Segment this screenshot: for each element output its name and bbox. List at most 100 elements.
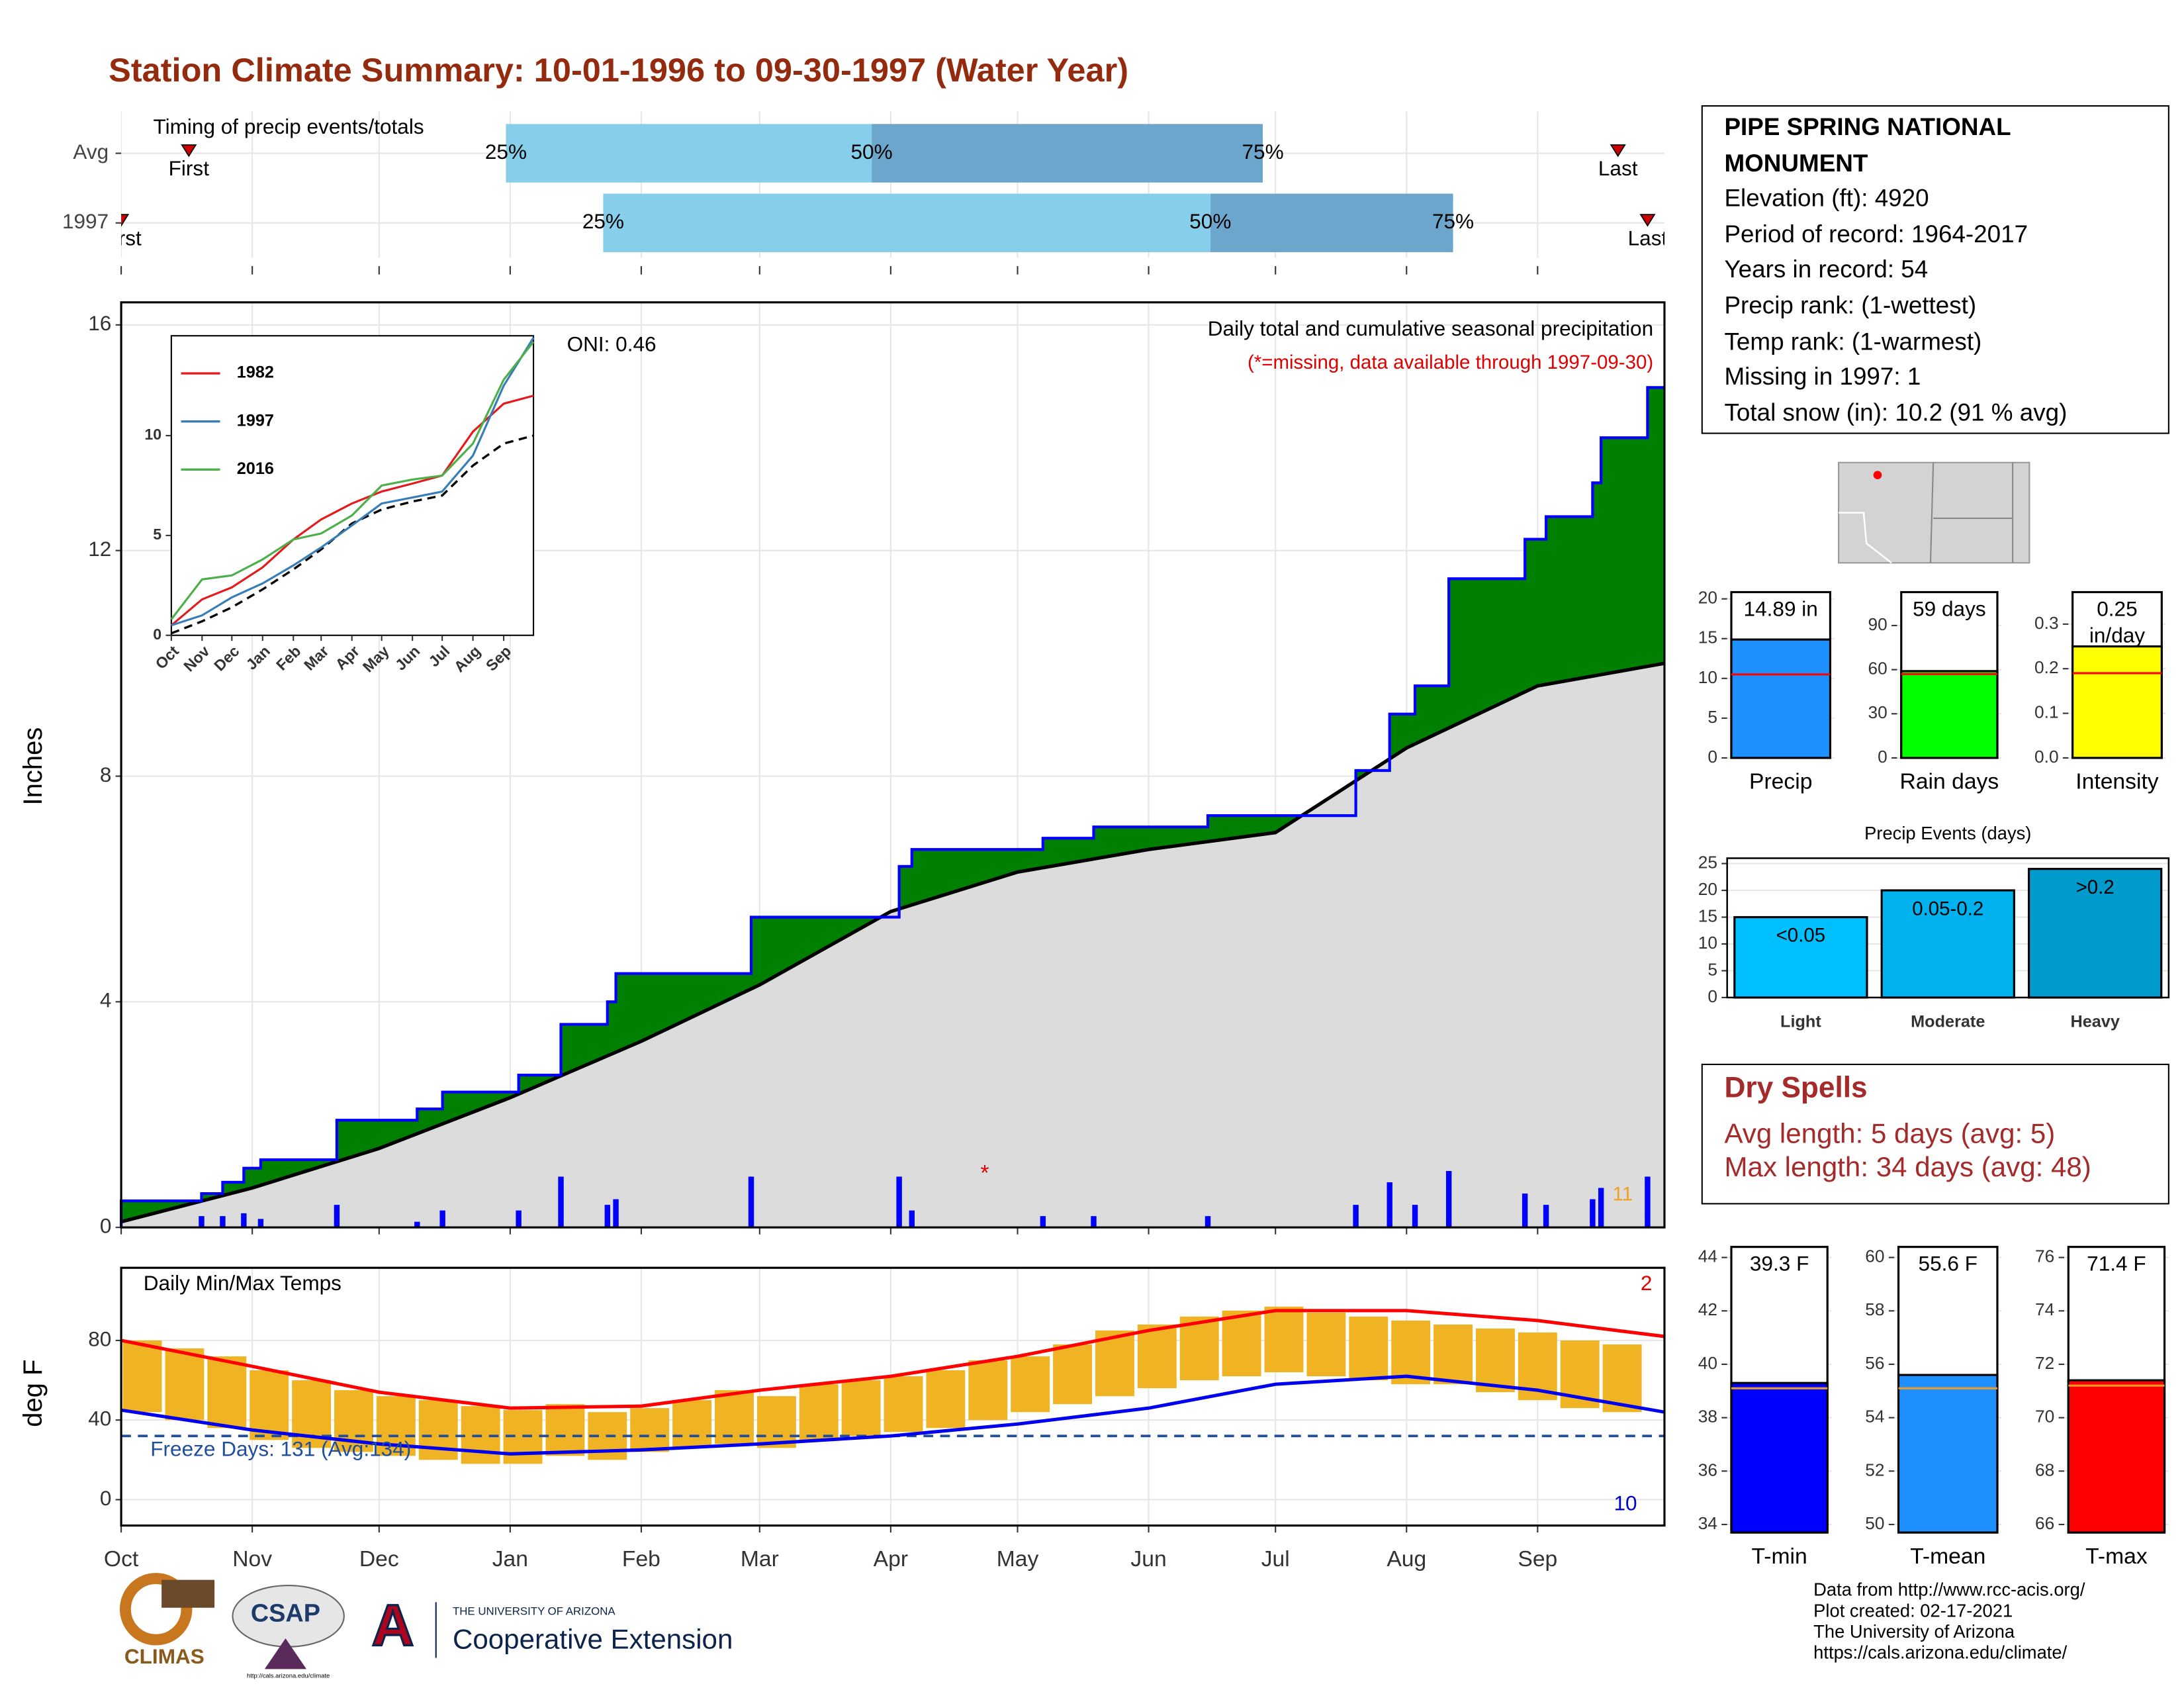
y-tick-label: 0 bbox=[1707, 986, 1717, 1006]
annotation: ONI: 0.46 bbox=[567, 332, 657, 355]
daily-bar bbox=[896, 1176, 902, 1228]
y-tick-label: 74 bbox=[2035, 1299, 2054, 1319]
quartile-label: 50% bbox=[851, 140, 893, 164]
y-tick-label: 25 bbox=[1698, 853, 1717, 872]
y-tick-label: 34 bbox=[1698, 1513, 1717, 1533]
csap-url: http://cals.arizona.edu/climate bbox=[247, 1672, 330, 1679]
quartile-label: 75% bbox=[1242, 140, 1283, 164]
temp-bar bbox=[1053, 1344, 1093, 1405]
legend-label: 2016 bbox=[237, 459, 274, 478]
timing-label: First bbox=[169, 156, 210, 180]
y-tick-label: 0.2 bbox=[2034, 657, 2059, 677]
value-label-box: 55.6 F bbox=[1919, 1252, 1978, 1276]
logos: CLIMAS CSAP http://cals.arizona.edu/clim… bbox=[119, 1573, 733, 1679]
y-tick-label: 20 bbox=[1698, 879, 1717, 899]
row-label: 1997 bbox=[62, 209, 109, 233]
bar bbox=[2067, 1379, 2166, 1534]
value-label: 14.89 in bbox=[1743, 597, 1818, 622]
y-tick-label: 40 bbox=[88, 1407, 111, 1430]
quartile-label: 75% bbox=[1432, 209, 1474, 233]
series-line bbox=[170, 395, 534, 626]
y-tick-label: 0.3 bbox=[2034, 613, 2059, 633]
csap-text: CSAP bbox=[251, 1599, 320, 1627]
value-label-box: 39.3 F bbox=[1750, 1252, 1809, 1276]
station-name: PIPE SPRING NATIONAL MONUMENT bbox=[1724, 113, 2011, 177]
y-tick-label: 10 bbox=[144, 426, 161, 443]
timing-panel: 25% 50% 75% First Last 25% 50% 75% First Last Timi… bbox=[121, 111, 1664, 258]
y-tick-label: 52 bbox=[1865, 1460, 1884, 1479]
bar bbox=[2071, 645, 2163, 759]
y-tick-label: 40 bbox=[1698, 1353, 1717, 1373]
y-axis-label: Inches bbox=[19, 727, 48, 806]
daily-bar bbox=[1091, 1216, 1097, 1228]
average-line bbox=[120, 1309, 1665, 1410]
temp-bar bbox=[1391, 1320, 1431, 1385]
daily-bar bbox=[220, 1216, 226, 1228]
temp-bar bbox=[799, 1384, 839, 1440]
daily-bar bbox=[1543, 1205, 1549, 1228]
quartile-label: 25% bbox=[485, 140, 527, 164]
chart-title: Precip Events (days) bbox=[1864, 823, 2031, 843]
x-tick-label: Jul bbox=[1261, 1547, 1290, 1571]
inset-bg bbox=[170, 335, 535, 636]
daily-bar bbox=[334, 1205, 340, 1228]
temp-bar bbox=[207, 1356, 247, 1429]
y-tick-label: 0 bbox=[153, 626, 161, 643]
temp-bar bbox=[841, 1380, 881, 1436]
timing-marker bbox=[1610, 144, 1626, 158]
panel-frame bbox=[120, 301, 1666, 1229]
y-tick-label: 42 bbox=[1698, 1299, 1717, 1319]
quartile-bar bbox=[506, 124, 872, 183]
bar bbox=[1733, 915, 1868, 999]
y-tick-label: 0.1 bbox=[2034, 702, 2059, 722]
x-tick-label: Mar bbox=[741, 1547, 779, 1571]
daily-bar bbox=[909, 1210, 915, 1228]
footer-line: Plot created: 02-17-2021 bbox=[1813, 1600, 2013, 1620]
timing-marker bbox=[121, 214, 130, 227]
y-tick-label: 68 bbox=[2035, 1460, 2054, 1479]
dry-spells-title: Dry Spells bbox=[1724, 1072, 1867, 1104]
value-label: >0.2 bbox=[2076, 876, 2115, 898]
x-tick-label: Nov bbox=[232, 1547, 272, 1571]
y-tick-label: 80 bbox=[88, 1327, 111, 1350]
panel-frame bbox=[1726, 857, 2170, 999]
ua-letter: A bbox=[372, 1593, 414, 1658]
x-tick-label: Aug bbox=[1387, 1547, 1426, 1571]
bar bbox=[1730, 638, 1832, 759]
x-tick-label: Jan bbox=[492, 1547, 528, 1571]
dry-spells-box bbox=[1701, 1063, 2169, 1205]
y-tick-label: 90 bbox=[1868, 614, 1887, 634]
panel-title: Timing of precip events/totals bbox=[154, 115, 424, 138]
y-tick-label: 0 bbox=[1878, 747, 1888, 767]
temp-bar bbox=[926, 1370, 966, 1429]
y-tick-label: 56 bbox=[1865, 1353, 1884, 1373]
y-tick-label: 38 bbox=[1698, 1407, 1717, 1427]
dry-spells-line: Max length: 34 days (avg: 48) bbox=[1724, 1151, 2091, 1182]
daily-bar bbox=[1598, 1188, 1604, 1228]
observed-line bbox=[119, 386, 1664, 1228]
annotation: 10 bbox=[1614, 1491, 1637, 1515]
y-tick-label: 0.0 bbox=[2034, 747, 2059, 767]
climas-text: CLIMAS bbox=[124, 1644, 205, 1668]
footer-line: The University of Arizona bbox=[1813, 1621, 2015, 1642]
daily-bar bbox=[1205, 1216, 1211, 1228]
x-tick-label: Dec bbox=[359, 1547, 399, 1571]
y-tick-label: 60 bbox=[1865, 1246, 1884, 1266]
page-title: Station Climate Summary: 10-01-1996 to 0… bbox=[109, 51, 1128, 89]
y-tick-label: 5 bbox=[153, 526, 161, 543]
annotation: 2 bbox=[1641, 1271, 1653, 1295]
value-label: 0.25 in/day bbox=[2089, 597, 2146, 648]
legend-label: 1997 bbox=[237, 411, 274, 430]
y-tick-label: 72 bbox=[2035, 1353, 2054, 1373]
temp-bar bbox=[1602, 1344, 1642, 1413]
y-tick-label: 44 bbox=[1698, 1246, 1717, 1266]
annotation: 11 bbox=[1613, 1184, 1633, 1205]
value-label-box: 14.89 in bbox=[1743, 597, 1818, 622]
panel-frame bbox=[120, 1266, 1666, 1527]
temp-bar bbox=[122, 1340, 162, 1413]
y-tick-label: 4 bbox=[100, 988, 112, 1012]
temp-bar bbox=[672, 1400, 712, 1448]
x-tick-label: Moderate bbox=[1911, 1012, 1985, 1031]
station-line: Elevation (ft): 4920 bbox=[1724, 184, 1929, 212]
temp-bar bbox=[1475, 1328, 1515, 1393]
